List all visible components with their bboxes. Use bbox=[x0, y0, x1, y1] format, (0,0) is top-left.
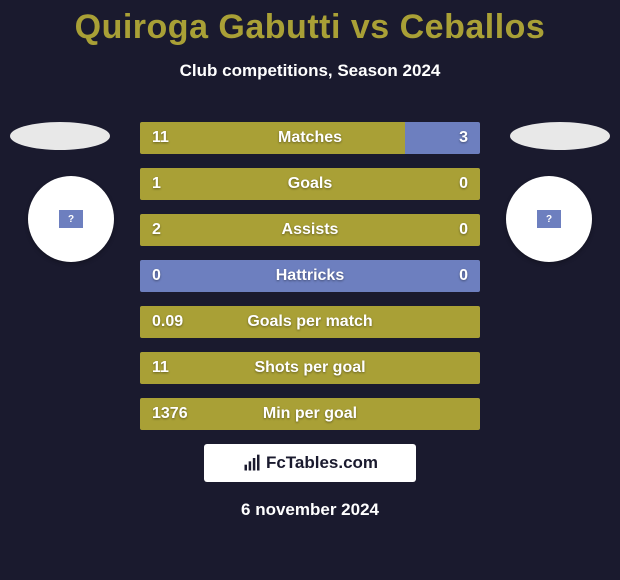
question-icon: ? bbox=[59, 210, 83, 228]
stat-row: Shots per goal11 bbox=[140, 352, 480, 384]
stat-label: Assists bbox=[140, 214, 480, 246]
chart-icon bbox=[242, 453, 262, 473]
stat-row: Goals1 0 bbox=[140, 168, 480, 200]
stat-value-right: 3 bbox=[459, 122, 468, 154]
stat-value-left: 11 bbox=[152, 122, 169, 154]
stat-value-right: 0 bbox=[459, 168, 468, 200]
player-left-shadow bbox=[10, 122, 110, 150]
stat-label: Goals per match bbox=[140, 306, 480, 338]
stat-row: Min per goal1376 bbox=[140, 398, 480, 430]
stat-label: Matches bbox=[140, 122, 480, 154]
stat-label: Min per goal bbox=[140, 398, 480, 430]
stat-value-left: 2 bbox=[152, 214, 161, 246]
stat-row: Matches11 3 bbox=[140, 122, 480, 154]
stat-row: Goals per match0.09 bbox=[140, 306, 480, 338]
stat-value-left: 11 bbox=[152, 352, 169, 384]
player-right-shadow bbox=[510, 122, 610, 150]
player-left-avatar: ? bbox=[28, 176, 114, 262]
stat-label: Hattricks bbox=[140, 260, 480, 292]
stat-value-left: 0 bbox=[152, 260, 161, 292]
page-title: Quiroga Gabutti vs Ceballos bbox=[0, 0, 620, 47]
stat-label: Goals bbox=[140, 168, 480, 200]
stat-value-right: 0 bbox=[459, 260, 468, 292]
stat-value-right: 0 bbox=[459, 214, 468, 246]
stat-row: Hattricks0 0 bbox=[140, 260, 480, 292]
fctables-logo: FcTables.com bbox=[204, 444, 416, 482]
stat-value-left: 1 bbox=[152, 168, 161, 200]
player-right-avatar: ? bbox=[506, 176, 592, 262]
logo-text: FcTables.com bbox=[266, 453, 378, 473]
comparison-bars: Matches113Goals10Assists20Hattricks00Goa… bbox=[140, 122, 480, 444]
stat-value-left: 1376 bbox=[152, 398, 188, 430]
subtitle: Club competitions, Season 2024 bbox=[0, 61, 620, 81]
date-label: 6 november 2024 bbox=[0, 500, 620, 520]
stat-label: Shots per goal bbox=[140, 352, 480, 384]
question-icon: ? bbox=[537, 210, 561, 228]
stat-row: Assists2 0 bbox=[140, 214, 480, 246]
stat-value-left: 0.09 bbox=[152, 306, 183, 338]
